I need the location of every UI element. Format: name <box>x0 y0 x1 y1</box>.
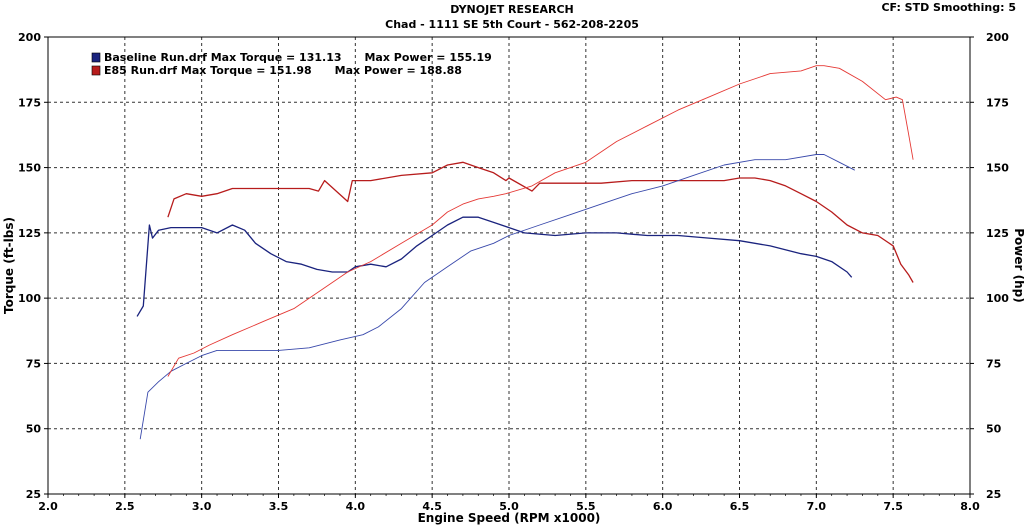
y2-tick-label: 150 <box>986 162 1009 175</box>
y2-tick-label: 75 <box>986 357 1001 370</box>
correction-smoothing-label: CF: STD Smoothing: 5 <box>881 1 1016 14</box>
chart-subtitle: Chad - 1111 SE 5th Court - 562-208-2205 <box>385 18 639 31</box>
legend-swatch <box>91 65 101 76</box>
x-tick-label: 3.5 <box>269 500 289 513</box>
x-tick-label: 4.5 <box>422 500 442 513</box>
baseline-power-line <box>139 154 856 440</box>
x-tick-label: 4.0 <box>346 500 366 513</box>
x-tick-label: 2.5 <box>115 500 135 513</box>
x-tick-label: 7.5 <box>883 500 903 513</box>
grid <box>48 37 970 494</box>
baseline-torque-line <box>136 216 853 317</box>
y-tick-label: 50 <box>26 423 42 436</box>
x-tick-label: 6.0 <box>653 500 673 513</box>
legend-swatch <box>91 52 101 63</box>
x-tick-label: 7.0 <box>807 500 827 513</box>
y-tick-label: 100 <box>18 292 41 305</box>
e85-power-line <box>167 65 914 377</box>
y-tick-label: 150 <box>18 162 41 175</box>
y2-tick-label: 100 <box>986 292 1009 305</box>
y2-tick-label: 175 <box>986 96 1009 109</box>
e85-torque-line <box>167 161 914 283</box>
x-tick-label: 8.0 <box>960 500 980 513</box>
y-tick-label: 200 <box>18 31 41 44</box>
series-lines <box>136 65 914 440</box>
x-tick-label: 2.0 <box>38 500 58 513</box>
y2-tick-label: 50 <box>986 423 1002 436</box>
y2-axis-label: Power (hp) <box>1012 228 1024 302</box>
legend: Baseline Run.drf Max Torque = 131.13 Max… <box>91 51 492 77</box>
legend-entry: E85 Run.drf Max Torque = 151.98 Max Powe… <box>104 64 462 77</box>
x-tick-label: 6.5 <box>730 500 750 513</box>
legend-entry: Baseline Run.drf Max Torque = 131.13 Max… <box>104 51 492 64</box>
y-tick-label: 25 <box>26 488 41 501</box>
y-axis-label: Torque (ft-lbs) <box>2 217 16 314</box>
y2-tick-label: 25 <box>986 488 1001 501</box>
y-tick-label: 75 <box>26 357 41 370</box>
y2-tick-label: 200 <box>986 31 1009 44</box>
chart-title: DYNOJET RESEARCH <box>450 3 574 16</box>
x-axis-label: Engine Speed (RPM x1000) <box>418 511 601 525</box>
x-tick-label: 5.0 <box>499 500 519 513</box>
y2-tick-label: 125 <box>986 227 1009 240</box>
x-tick-label: 5.5 <box>576 500 596 513</box>
x-tick-label: 3.0 <box>192 500 212 513</box>
y-tick-label: 125 <box>18 227 41 240</box>
axis-ticks: 2.0 2.5 3.0 3.5 4.0 4.5 5.0 5.5 6.0 6.5 7.0 7.5 8.0 2… <box>18 31 1009 513</box>
y-tick-label: 175 <box>18 96 41 109</box>
